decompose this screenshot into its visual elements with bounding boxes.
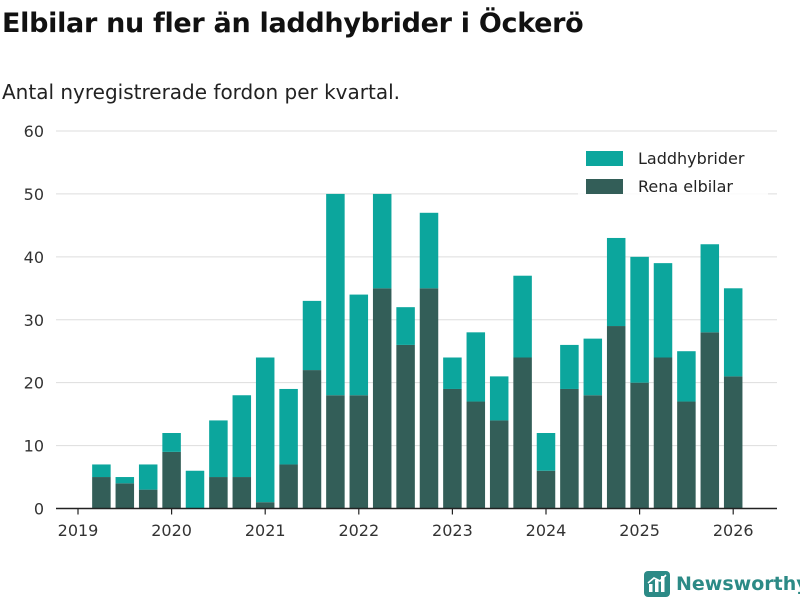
y-tick-label: 10 <box>24 437 44 456</box>
bar-hybrid <box>138 464 158 490</box>
bar-electric <box>513 357 532 509</box>
bar-hybrid <box>372 193 392 289</box>
bar-electric <box>630 382 649 509</box>
bar-hybrid <box>349 294 369 396</box>
bar-hybrid <box>209 420 228 478</box>
brand-name: Newsworthy <box>676 573 800 595</box>
axes: 0 10 20 30 40 50 60 2019 2020 2021 2022 2023 2024 202… <box>24 122 777 540</box>
bar-electric <box>489 420 509 509</box>
bar-electric <box>209 477 228 509</box>
bar-electric <box>677 401 696 509</box>
bar-electric <box>723 376 743 509</box>
bar-electric <box>606 326 626 509</box>
bar-electric <box>583 395 603 509</box>
x-tick-label: 2023 <box>432 521 473 540</box>
legend-swatch-electric <box>586 179 623 194</box>
bars <box>92 193 743 509</box>
bar-hybrid <box>653 263 673 358</box>
bar-hybrid <box>583 338 603 396</box>
bar-electric <box>372 288 392 509</box>
bar-hybrid <box>326 193 345 396</box>
bar-hybrid <box>677 351 696 402</box>
bar-hybrid <box>255 357 275 503</box>
x-tick-label: 2019 <box>58 521 99 540</box>
bar-hybrid <box>513 275 532 358</box>
bar-hybrid <box>92 464 111 478</box>
bar-electric <box>92 477 111 509</box>
bar-hybrid <box>279 388 298 465</box>
bar-electric <box>560 388 579 509</box>
legend-label: Rena elbilar <box>638 177 733 196</box>
bar-hybrid <box>536 433 556 471</box>
bar-electric <box>443 388 462 509</box>
bar-electric <box>536 470 556 509</box>
y-tick-label: 50 <box>24 185 44 204</box>
bar-hybrid <box>232 395 252 478</box>
bar-electric <box>162 451 181 509</box>
legend: Laddhybrider Rena elbilar <box>578 142 768 202</box>
bar-hybrid <box>630 256 649 383</box>
bar-electric <box>466 401 486 509</box>
y-tick-label: 20 <box>24 374 44 393</box>
bar-hybrid <box>396 307 415 345</box>
brand-logo[interactable]: Newsworthy <box>644 568 800 600</box>
x-tick-label: 2026 <box>713 521 754 540</box>
legend-label: Laddhybrider <box>638 149 745 168</box>
bar-hybrid <box>560 344 579 389</box>
bar-electric <box>326 395 345 509</box>
y-tick-label: 0 <box>34 500 44 519</box>
bar-electric <box>700 332 720 509</box>
bar-hybrid <box>115 477 135 484</box>
bar-hybrid <box>606 237 626 327</box>
bar-electric <box>302 370 322 509</box>
bar-electric <box>232 477 252 509</box>
bar-hybrid <box>302 300 322 371</box>
bar-hybrid <box>723 288 743 377</box>
bar-hybrid <box>700 244 720 333</box>
bar-electric <box>255 502 275 509</box>
bar-electric <box>279 464 298 509</box>
bar-electric <box>396 344 415 509</box>
x-tick-label: 2025 <box>619 521 660 540</box>
bar-hybrid <box>162 433 181 452</box>
x-tick-label: 2020 <box>151 521 192 540</box>
bar-electric <box>115 483 135 509</box>
bar-electric <box>653 357 673 509</box>
x-tick-label: 2021 <box>245 521 286 540</box>
bar-hybrid <box>443 357 462 389</box>
chart-title: Elbilar nu fler än laddhybrider i Öckerö <box>2 8 584 39</box>
bar-hybrid <box>466 332 486 402</box>
x-tick-label: 2024 <box>526 521 567 540</box>
x-tick-label: 2022 <box>338 521 379 540</box>
legend-swatch-hybrid <box>586 151 623 166</box>
y-tick-label: 60 <box>24 122 44 141</box>
bar-hybrid <box>185 470 205 509</box>
chart-subtitle: Antal nyregistrerade fordon per kvartal. <box>2 80 401 104</box>
bar-hybrid <box>489 376 509 421</box>
bar-electric <box>138 489 158 509</box>
y-tick-label: 30 <box>24 311 44 330</box>
bar-hybrid <box>419 212 439 289</box>
bar-electric <box>349 395 369 509</box>
y-tick-label: 40 <box>24 248 44 267</box>
newsworthy-logo-icon <box>644 571 670 597</box>
bar-electric <box>419 288 439 509</box>
